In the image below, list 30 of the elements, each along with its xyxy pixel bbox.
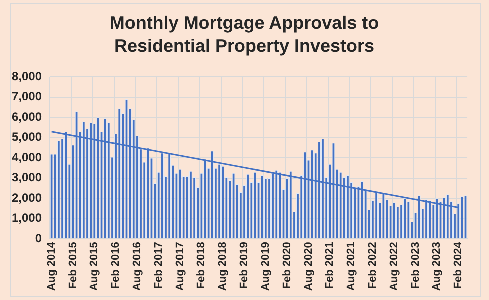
y-tick-label: 0 (35, 231, 42, 246)
y-tick-label: 6,000 (12, 110, 42, 124)
y-tick-label: 1,000 (12, 211, 42, 226)
x-tick-label: Feb 2019 (238, 242, 251, 290)
x-tick-label: Feb 2023 (410, 242, 422, 290)
x-tick-label: Aug 2018 (217, 242, 230, 292)
y-tick-label: 5,000 (12, 130, 42, 144)
x-tick-label: Feb 2021 (324, 242, 336, 290)
y-tick-label: 7,000 (12, 90, 42, 104)
x-tick-label: Feb 2016 (110, 242, 122, 290)
x-tick-label: Feb 2017 (152, 242, 165, 290)
x-tick-label: Aug 2016 (131, 242, 144, 292)
x-tick-label: Aug 2023 (431, 242, 444, 292)
x-tick-label: Feb 2015 (67, 242, 80, 290)
x-tick-label: Aug 2019 (260, 242, 272, 292)
x-tick-label: Aug 2015 (88, 242, 101, 292)
x-tick-label: Aug 2022 (388, 242, 400, 292)
x-tick-label: Feb 2020 (281, 242, 294, 290)
x-tick-label: Aug 2021 (346, 242, 358, 292)
y-tick-label: 3,000 (12, 170, 42, 185)
y-tick-label: 8,000 (12, 70, 42, 84)
x-tick-label: Feb 2018 (196, 242, 208, 290)
x-tick-label: Aug 2017 (174, 242, 186, 292)
x-tick-label: Feb 2022 (367, 242, 379, 290)
y-tick-label: 4,000 (12, 150, 42, 164)
y-tick-label: 2,000 (12, 190, 42, 205)
x-tick-label: Feb 2024 (452, 241, 465, 290)
x-tick-label: Aug 2014 (46, 241, 58, 292)
chart-title: Monthly Mortgage Approvals to Residential Property Investors (108, 12, 380, 58)
x-tick-label: Aug 2020 (302, 242, 315, 292)
